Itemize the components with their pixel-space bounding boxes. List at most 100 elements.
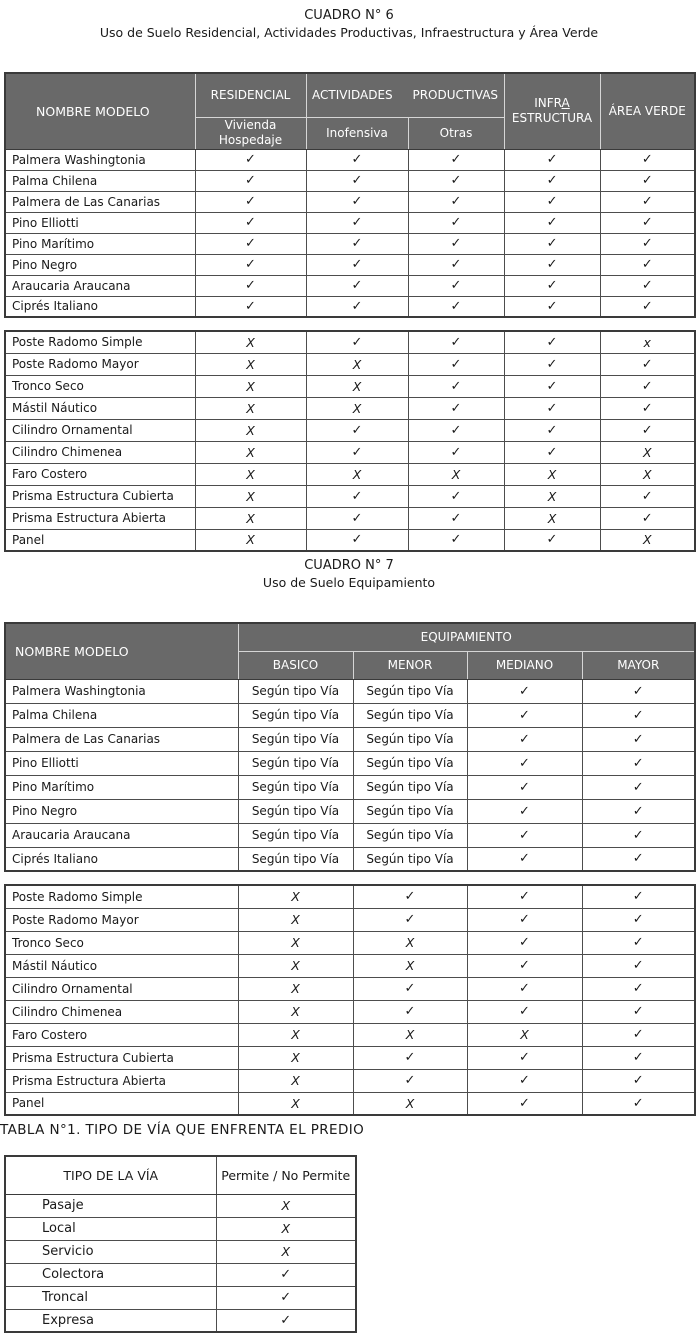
header-row-1: NOMBRE MODELO EQUIPAMIENTO [4,622,696,680]
row-label-cell: Troncal [4,1285,217,1310]
table-row: Prisma Estructura Cubierta X ✓ ✓ X ✓ [4,484,696,508]
col-header-basico: BASICO [237,650,354,680]
check-mark-cell: ✓ [599,232,696,255]
check-mark-cell: ✓ [581,774,696,800]
table-row: Prisma Estructura Abierta X ✓ ✓ X ✓ [4,506,696,530]
text-value-cell: Según tipo Vía [352,774,468,800]
check-mark-cell: ✓ [466,726,583,752]
cuadro6-table-upper: NOMBRE MODELO RESIDENCIAL ACTIVIDADES PR… [4,72,697,318]
text-value-cell: Según tipo Vía [352,750,468,776]
table-row: Palmera de Las Canarias Según tipo Vía Seg… [4,726,696,752]
text-value-cell: Según tipo Vía [237,774,354,800]
col-header-infraestructura: INFRA ESTRUCTURA [503,72,601,150]
check-mark-cell: ✓ [581,1068,696,1093]
table-row: Prisma Estructura Cubierta X ✓ ✓ ✓ [4,1045,696,1070]
x-mark-cell: X [466,1022,583,1047]
row-label-cell: Pino Negro [4,798,239,824]
check-mark-cell: ✓ [503,330,601,354]
check-mark-cell: ✓ [599,211,696,234]
check-mark-cell: ✓ [194,253,307,276]
check-mark-cell: ✓ [503,232,601,255]
row-label-cell: Cilindro Chimenea [4,999,239,1024]
col-header-inofensiva: Inofensiva [305,116,409,150]
check-mark-cell: ✓ [305,484,409,508]
check-mark-cell: ✓ [503,295,601,318]
table-row: Poste Radomo Mayor X X ✓ ✓ ✓ [4,352,696,376]
check-mark-cell: ✓ [599,295,696,318]
check-mark-cell: ✓ [503,274,601,297]
x-mark-cell: X [194,462,307,486]
text-value-cell: Según tipo Vía [352,798,468,824]
x-mark-cell: X [194,352,307,376]
table-row: Local X [4,1216,357,1241]
row-label-cell: Pino Elliotti [4,750,239,776]
row-label-cell: Poste Radomo Simple [4,330,196,354]
row-label-cell: Palmera de Las Canarias [4,726,239,752]
check-mark-cell: ✓ [503,440,601,464]
table-row: Tronco Seco X X ✓ ✓ [4,930,696,955]
table-row: Faro Costero X X X X X [4,462,696,486]
text-value-cell: Según tipo Vía [237,822,354,848]
col-header-mediano: MEDIANO [466,650,583,680]
col-header-otras: Otras [407,116,505,150]
check-mark-cell: ✓ [466,774,583,800]
row-label-cell: Cilindro Ornamental [4,418,196,442]
x-mark-cell: X [194,330,307,354]
check-mark-cell: ✓ [581,884,696,909]
check-mark-cell: ✓ [581,976,696,1001]
row-label-cell: Araucaria Araucana [4,822,239,848]
table-row: Prisma Estructura Abierta X ✓ ✓ ✓ [4,1068,696,1093]
check-mark-cell: ✓ [305,506,409,530]
check-mark-cell: ✓ [466,678,583,704]
check-mark-cell: ✓ [599,418,696,442]
check-mark-cell: ✓ [352,907,468,932]
x-mark-cell: X [305,374,409,398]
check-mark-cell: ✓ [407,352,505,376]
check-mark-cell: ✓ [305,232,409,255]
row-label-cell: Faro Costero [4,1022,239,1047]
check-mark-cell: ✓ [407,484,505,508]
x-mark-cell: X [352,1022,468,1047]
col-header-nombre-modelo: NOMBRE MODELO [4,622,239,680]
table-row: Pino Elliotti Según tipo Vía Según tipo Ví… [4,750,696,776]
table-row: Panel X ✓ ✓ ✓ X [4,528,696,552]
text-value-cell: Según tipo Vía [237,798,354,824]
check-mark-cell: ✓ [581,953,696,978]
check-mark-cell: ✓ [581,930,696,955]
check-mark-cell: ✓ [599,148,696,171]
check-mark-cell: ✓ [466,846,583,872]
x-mark-cell: x [599,330,696,354]
table-row: Cilindro Chimenea X ✓ ✓ ✓ X [4,440,696,464]
check-mark-cell: ✓ [581,999,696,1024]
check-mark-cell: ✓ [305,148,409,171]
cuadro6-table-lower: Poste Radomo Simple X ✓ ✓ ✓ x Poste Radomo May… [4,330,696,552]
table-row: Pino Marítimo Según tipo Vía Según tipo Ví… [4,774,696,800]
x-mark-cell: X [599,462,696,486]
x-mark-cell: X [194,418,307,442]
check-mark-cell: ✓ [194,169,307,192]
infra-underlined-letter: A [561,96,570,111]
check-mark-cell: ✓ [599,190,696,213]
x-mark-cell: X [237,907,354,932]
check-mark-cell: ✓ [503,169,601,192]
x-mark-cell: X [352,1091,468,1116]
check-mark-cell: ✓ [352,1068,468,1093]
row-label-cell: Servicio [4,1239,217,1264]
col-header-nombre-modelo: NOMBRE MODELO [4,72,196,150]
row-label-cell: Panel [4,528,196,552]
row-label-cell: Poste Radomo Mayor [4,907,239,932]
check-mark-cell: ✓ [305,274,409,297]
check-mark-cell: ✓ [466,930,583,955]
check-mark-cell: ✓ [352,1045,468,1070]
check-mark-cell: ✓ [352,999,468,1024]
x-mark-cell: X [305,352,409,376]
row-label-cell: Pino Elliotti [4,211,196,234]
row-label-cell: Prisma Estructura Cubierta [4,484,196,508]
check-mark-cell: ✓ [194,232,307,255]
check-mark-cell: ✓ [407,295,505,318]
check-mark-cell: ✓ [407,211,505,234]
row-label-cell: Pasaje [4,1193,217,1218]
check-mark-cell: ✓ [466,884,583,909]
check-mark-cell: ✓ [407,148,505,171]
